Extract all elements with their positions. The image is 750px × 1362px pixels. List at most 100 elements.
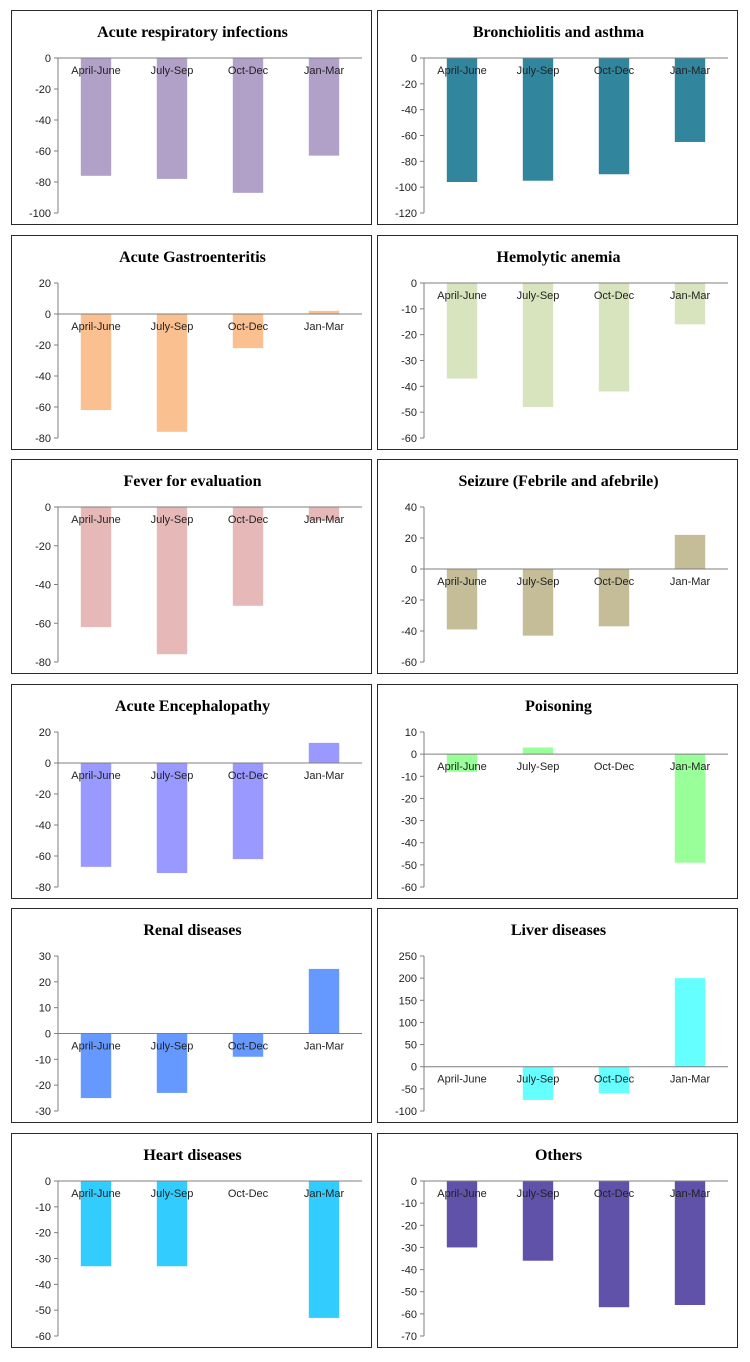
- chart-title: Seizure (Febrile and afebrile): [458, 473, 658, 490]
- y-tick-label: -30: [35, 1106, 51, 1118]
- x-category-label: Jan-Mar: [304, 1041, 345, 1053]
- y-tick-label: -80: [35, 433, 51, 445]
- y-tick-label: -10: [35, 1054, 51, 1066]
- y-tick-label: 0: [411, 1062, 417, 1074]
- bar: [308, 968, 340, 1034]
- x-category-label: July-Sep: [517, 1074, 560, 1086]
- bar: [522, 283, 554, 407]
- x-category-label: Oct-Dec: [594, 576, 635, 588]
- bar: [674, 754, 706, 863]
- x-category-label: Jan-Mar: [304, 770, 345, 782]
- chart-svg: Others 0 -10 -20 -30 -40 -50 -60 -70 April-June Ju…: [401, 1147, 728, 1343]
- x-category-label: July-Sep: [517, 1188, 560, 1200]
- y-tick-label: -40: [401, 1265, 417, 1277]
- chart-title: Acute Gastroenteritis: [119, 249, 266, 266]
- y-tick-label: 0: [45, 758, 51, 770]
- x-category-label: Jan-Mar: [304, 514, 345, 526]
- y-tick-label: 0: [45, 1176, 51, 1188]
- y-tick-label: -20: [401, 79, 417, 91]
- x-category-label: April-June: [437, 65, 487, 77]
- y-tick-label: 0: [45, 309, 51, 321]
- x-category-label: July-Sep: [151, 770, 194, 782]
- chart-title: Hemolytic anemia: [497, 249, 621, 266]
- y-tick-label: -30: [401, 816, 417, 828]
- y-tick-label: 100: [399, 1017, 417, 1029]
- bar: [80, 763, 112, 867]
- y-tick-label: -10: [401, 304, 417, 316]
- y-tick-label: -100: [29, 208, 51, 220]
- bar: [598, 283, 630, 392]
- y-tick-label: -80: [35, 177, 51, 189]
- y-tick-label: -20: [35, 1080, 51, 1092]
- bar: [80, 314, 112, 411]
- chart-svg: Liver diseases 250 200 150 100 50 0 -50 -100 Apri…: [395, 922, 728, 1118]
- bar: [308, 1181, 340, 1318]
- y-tick-label: 20: [405, 533, 417, 545]
- x-category-label: April-June: [71, 514, 121, 526]
- y-tick-label: -20: [401, 330, 417, 342]
- y-tick-label: -80: [35, 657, 51, 669]
- x-category-label: April-June: [71, 65, 121, 77]
- y-tick-label: -40: [401, 838, 417, 850]
- y-tick-label: 0: [45, 53, 51, 65]
- chart-title: Heart diseases: [143, 1147, 241, 1164]
- bar: [80, 1033, 112, 1099]
- y-tick-label: -20: [35, 1228, 51, 1240]
- y-tick-label: -10: [401, 1198, 417, 1210]
- x-category-label: April-June: [71, 770, 121, 782]
- chart-svg: Renal diseases 30 20 10 0 -10 -20 -30 April-June…: [35, 922, 362, 1118]
- chart-title: Bronchiolitis and asthma: [473, 24, 644, 41]
- x-category-label: July-Sep: [517, 761, 560, 773]
- chart-svg: Bronchiolitis and asthma 0 -20 -40 -60 -80 -10…: [395, 24, 728, 220]
- chart-panel: Hemolytic anemia 0 -10 -20 -30 -40 -50 -60 April…: [377, 235, 738, 450]
- chart-title: Poisoning: [525, 698, 592, 715]
- bar: [308, 507, 340, 521]
- x-category-label: Oct-Dec: [228, 65, 269, 77]
- chart-svg: Acute Gastroenteritis 20 0 -20 -40 -60 -80 Apri…: [35, 249, 362, 445]
- bar: [156, 58, 188, 179]
- x-category-label: Jan-Mar: [304, 1188, 345, 1200]
- y-tick-label: -50: [401, 1287, 417, 1299]
- chart-panel: Liver diseases 250 200 150 100 50 0 -50 -100 Apri…: [377, 908, 738, 1123]
- x-category-label: Oct-Dec: [594, 1188, 635, 1200]
- x-category-label: Jan-Mar: [304, 321, 345, 333]
- x-category-label: Jan-Mar: [670, 576, 711, 588]
- chart-svg: Acute Encephalopathy 20 0 -20 -40 -60 -80 April…: [35, 698, 362, 894]
- y-tick-label: -60: [401, 131, 417, 143]
- chart-panel: Renal diseases 30 20 10 0 -10 -20 -30 April-June…: [11, 908, 372, 1123]
- y-tick-label: -100: [395, 182, 417, 194]
- x-category-label: April-June: [437, 761, 487, 773]
- chart-svg: Fever for evaluation 0 -20 -40 -60 -80 April-J…: [35, 473, 362, 669]
- chart-panel: Seizure (Febrile and afebrile) 40 20 0 -20 -4…: [377, 459, 738, 674]
- x-category-label: Jan-Mar: [304, 65, 345, 77]
- bar: [522, 747, 554, 755]
- y-tick-label: -40: [401, 626, 417, 638]
- bar: [232, 58, 264, 193]
- y-tick-label: 250: [399, 951, 417, 963]
- y-tick-label: -60: [35, 146, 51, 158]
- chart-svg: Heart diseases 0 -10 -20 -30 -40 -50 -60 April-J…: [35, 1147, 362, 1343]
- x-category-label: Jan-Mar: [670, 1074, 711, 1086]
- y-tick-label: -20: [35, 84, 51, 96]
- bar: [446, 754, 478, 772]
- chart-panel: Poisoning 10 0 -10 -20 -30 -40 -50 -60 April-June…: [377, 684, 738, 899]
- y-tick-label: 40: [405, 502, 417, 514]
- y-tick-label: -20: [35, 789, 51, 801]
- x-category-label: Oct-Dec: [594, 1074, 635, 1086]
- y-tick-label: 20: [39, 278, 51, 290]
- y-tick-label: -40: [35, 371, 51, 383]
- bar: [598, 58, 630, 175]
- bar: [232, 507, 264, 606]
- y-tick-label: 50: [405, 1040, 417, 1052]
- x-category-label: April-June: [437, 290, 487, 302]
- bar: [232, 314, 264, 349]
- bar: [522, 1066, 554, 1100]
- y-tick-label: -40: [401, 381, 417, 393]
- x-category-label: July-Sep: [517, 576, 560, 588]
- y-tick-label: -30: [401, 356, 417, 368]
- chart-panel: Acute Encephalopathy 20 0 -20 -40 -60 -80 April…: [11, 684, 372, 899]
- bar: [156, 314, 188, 432]
- y-tick-label: 0: [45, 1029, 51, 1041]
- y-tick-label: -50: [401, 860, 417, 872]
- x-category-label: Jan-Mar: [670, 1188, 711, 1200]
